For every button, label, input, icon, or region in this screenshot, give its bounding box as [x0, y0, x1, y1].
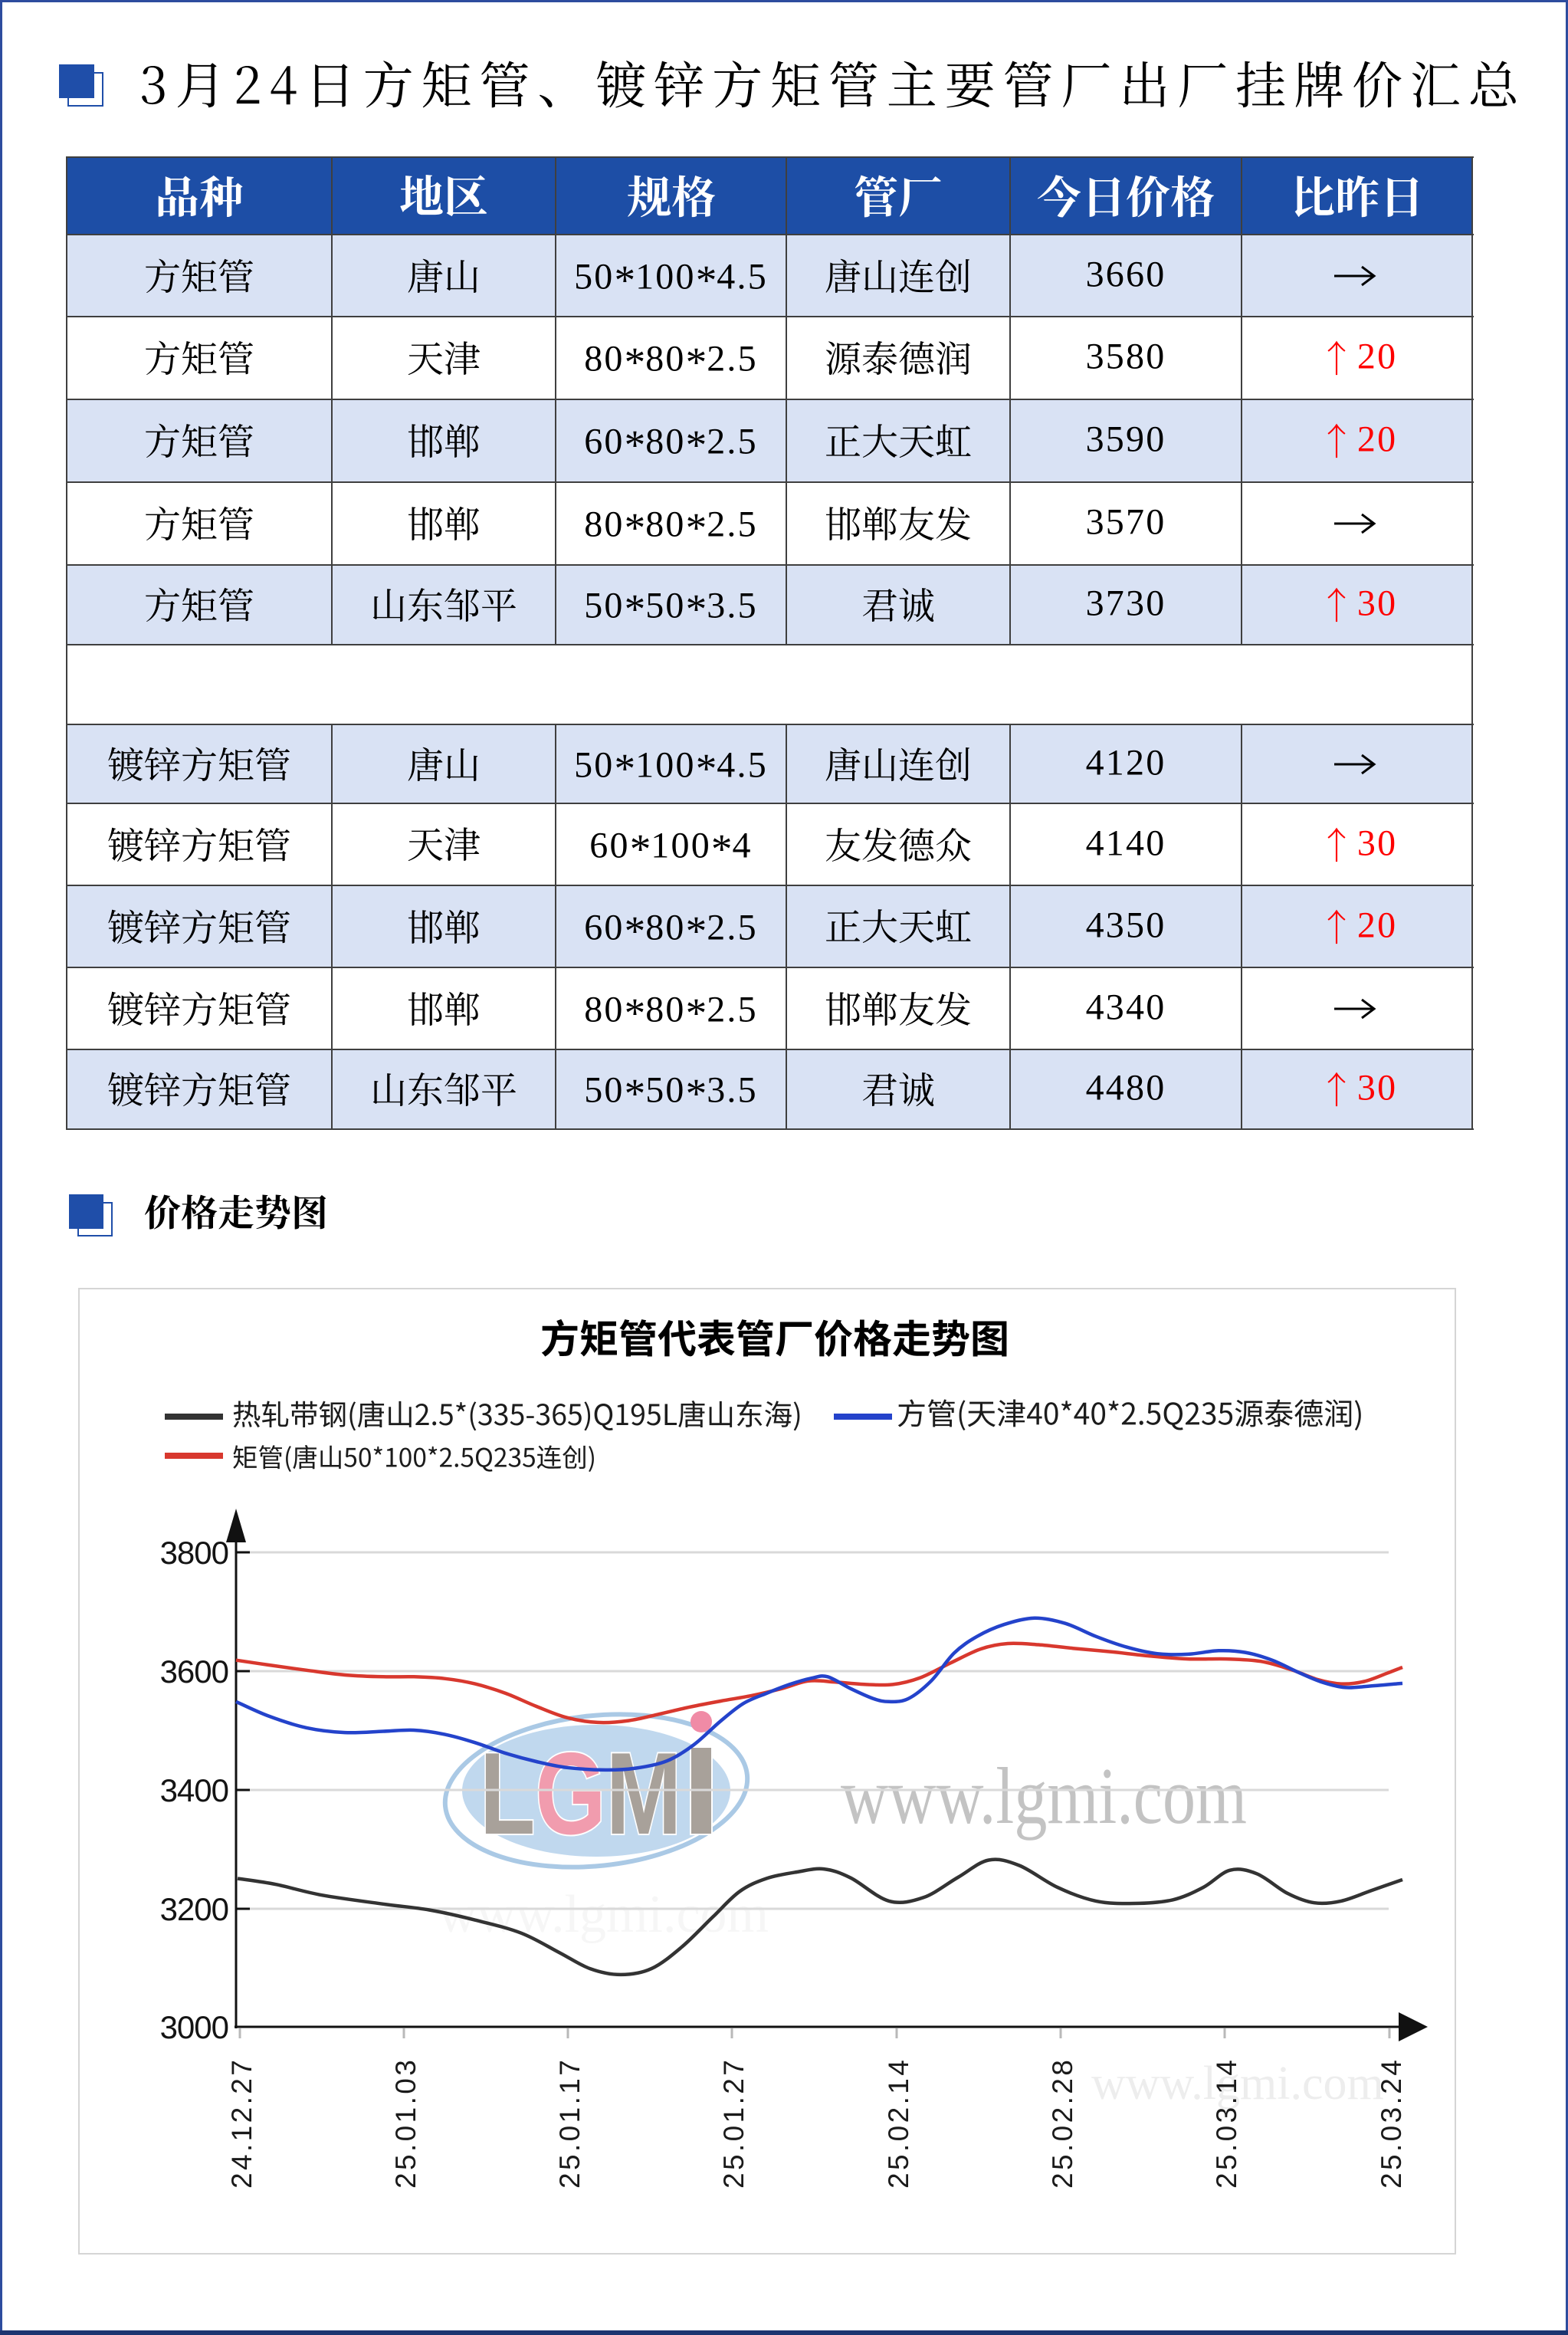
svg-text:www.lgmi.com: www.lgmi.com	[841, 1751, 1247, 1841]
svg-text:www.lgmi.com: www.lgmi.com	[1091, 2057, 1384, 2110]
svg-text:LGM: LGM	[480, 1729, 681, 1858]
svg-text:www.lgmi.com: www.lgmi.com	[438, 1885, 769, 1944]
